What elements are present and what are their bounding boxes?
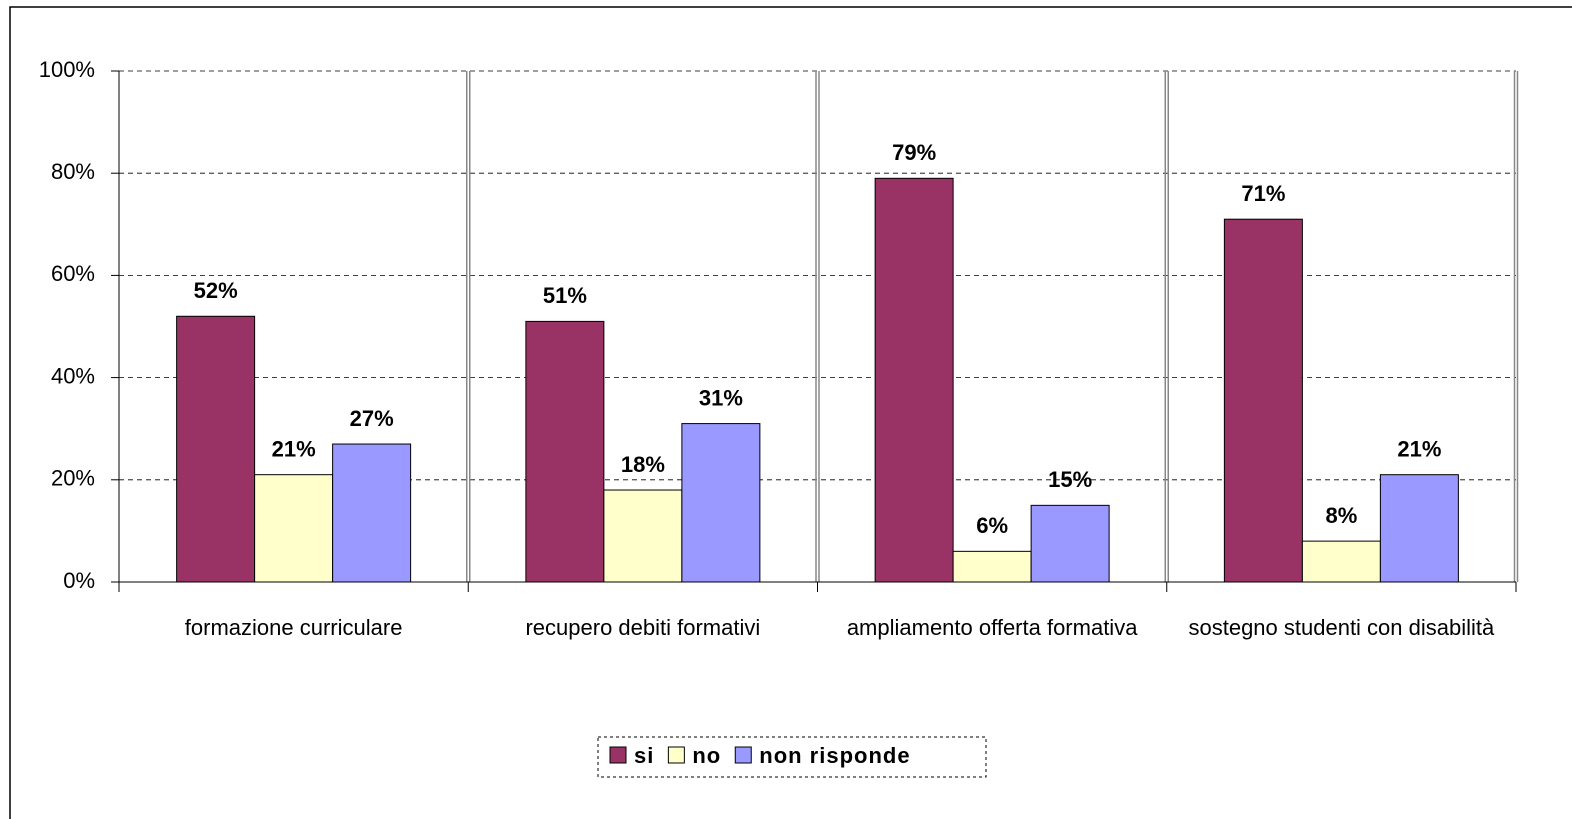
- y-tick-label: 100%: [39, 57, 95, 82]
- y-tick-label: 20%: [51, 466, 95, 491]
- y-tick-label: 60%: [51, 261, 95, 286]
- bar: [1301, 540, 1381, 583]
- bar: [1223, 218, 1303, 583]
- data-label: 18%: [621, 452, 665, 477]
- data-label: 71%: [1241, 181, 1285, 206]
- data-label: 21%: [1397, 437, 1441, 462]
- legend-label: no: [692, 743, 721, 768]
- bar: [603, 489, 683, 583]
- legend-swatch: [609, 746, 627, 764]
- legend-box: [597, 736, 987, 778]
- data-label: 52%: [194, 278, 238, 303]
- bar: [525, 320, 605, 583]
- chart-frame: [9, 6, 1572, 819]
- bar: [874, 177, 954, 583]
- bar: [1379, 474, 1459, 583]
- legend-label: non risponde: [759, 743, 910, 768]
- legend-label: si: [634, 743, 654, 768]
- data-label: 27%: [350, 406, 394, 431]
- y-tick-label: 0%: [63, 568, 95, 593]
- bar: [332, 443, 412, 583]
- bar: [952, 550, 1032, 583]
- data-label: 15%: [1048, 467, 1092, 492]
- data-label: 31%: [699, 385, 743, 410]
- x-tick-label: sostegno studenti con disabilità: [1188, 615, 1495, 640]
- legend-swatch: [734, 746, 752, 764]
- x-tick-label: recupero debiti formativi: [525, 615, 761, 640]
- y-tick-label: 80%: [51, 159, 95, 184]
- x-tick-label: formazione curriculare: [184, 615, 403, 640]
- bar: [1030, 504, 1110, 583]
- data-label: 6%: [976, 513, 1008, 538]
- bar: [681, 423, 761, 583]
- data-label: 21%: [272, 437, 316, 462]
- data-label: 8%: [1325, 503, 1357, 528]
- x-tick-label: ampliamento offerta formativa: [846, 615, 1138, 640]
- data-label: 79%: [892, 140, 936, 165]
- bar: [254, 474, 334, 583]
- data-label: 51%: [543, 283, 587, 308]
- legend-swatch: [667, 746, 685, 764]
- y-tick-label: 40%: [51, 363, 95, 388]
- bar: [176, 315, 256, 583]
